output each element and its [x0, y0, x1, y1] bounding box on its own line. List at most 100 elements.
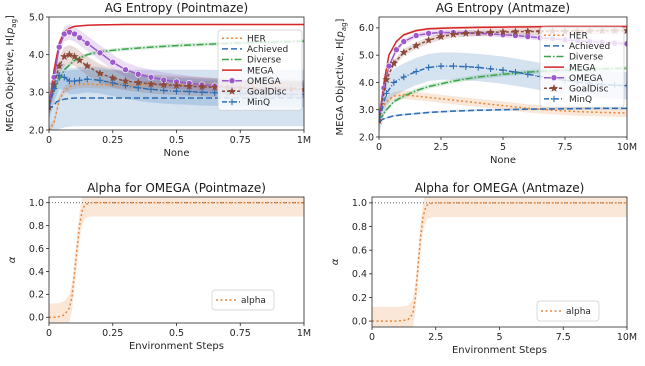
series-point-marker [147, 73, 155, 81]
x-tick-label: 1M [297, 135, 311, 146]
series-point-marker [65, 50, 74, 59]
x-axis-label: None [163, 148, 189, 159]
series-line-diverse [379, 67, 627, 122]
plot-frame [378, 16, 628, 138]
y-tick-label: 1.0 [29, 198, 44, 209]
y-tick-label: 0.8 [29, 221, 44, 232]
legend-box [536, 300, 600, 322]
series-line-alpha [49, 201, 304, 319]
series-point-marker [50, 80, 59, 89]
chart-panel-1: AG Entropy (Pointmaze) 0 0.25 0.5 0.75 1M 2.0 3… [5, 1, 311, 159]
series-point-marker [498, 27, 508, 36]
series-point-marker [393, 46, 400, 54]
y-tick-label: 1.0 [352, 198, 367, 209]
x-axis-label: Environment Steps [129, 341, 224, 352]
chart-panel-2: AG Entropy (Antmaze) 0 2.5 5 7.5 10M 2.0 3.0 4.0… [335, 1, 637, 166]
series-point-marker [56, 72, 63, 79]
y-tick-label: 0.4 [352, 269, 367, 280]
x-axis-label: Environment Steps [452, 345, 547, 356]
series-point-marker [425, 30, 432, 37]
series-point-marker [55, 61, 64, 70]
series-point-marker [135, 84, 142, 92]
series-point-marker [71, 30, 78, 38]
legend-label: MEGA [247, 66, 274, 76]
y-tick-label: 3.0 [29, 88, 44, 99]
series-point-marker [210, 83, 219, 91]
x-tick-label: 5 [500, 142, 506, 153]
series-point-marker [96, 77, 104, 84]
y-tick-label: 0.0 [352, 316, 367, 327]
y-tick-label: 0.8 [352, 222, 367, 233]
series-point-marker [185, 82, 194, 90]
series-point-marker [122, 66, 129, 74]
chart-title: Alpha for OMEGA (Antmaze) [415, 181, 585, 195]
legend-box [539, 26, 625, 108]
series-point-marker [449, 30, 458, 38]
series-point-marker [499, 66, 507, 74]
legend: alpha [536, 300, 600, 322]
series-point-marker [76, 34, 83, 42]
chart-title: AG Entropy (Pointmaze) [105, 1, 248, 15]
x-tick-label: 0.75 [230, 135, 251, 146]
series-point-marker [436, 32, 446, 41]
y-axis-label: MEGA Objective, H[pag] [335, 18, 348, 135]
plot-frame [48, 16, 305, 131]
plot-area [372, 197, 627, 327]
x-tick-label: 7.5 [557, 142, 572, 153]
series-point-marker [227, 87, 237, 95]
series-point-marker [228, 77, 236, 84]
x-tick-label: 1M [297, 328, 311, 339]
legend-label: GoalDisc [569, 85, 609, 95]
x-tick-label: 7.5 [556, 332, 571, 343]
legend-box [217, 29, 303, 111]
x-tick-label: 0.5 [169, 135, 184, 146]
legend-label: OMEGA [569, 74, 604, 84]
series-point-marker [228, 98, 236, 106]
series-point-marker [95, 69, 105, 77]
series-point-marker [134, 70, 142, 78]
x-tick-label: 10M [617, 332, 637, 343]
y-tick-label: 2.0 [359, 132, 374, 143]
series-point-marker [159, 80, 168, 89]
x-tick-label: 10M [617, 142, 637, 153]
series-band-achieved [379, 107, 627, 122]
legend-label: MinQ [569, 95, 592, 105]
legend-label: alpha [566, 307, 591, 317]
series-point-marker [475, 64, 482, 71]
series-point-marker [487, 65, 494, 73]
x-tick-label: 0.75 [230, 328, 251, 339]
series-point-marker [399, 48, 408, 56]
y-tick-label: 0.0 [29, 313, 44, 324]
y-axis-label: α [7, 256, 18, 263]
chart-panel-4: Alpha for OMEGA (Antmaze) 0 2.5 5 7.5 10M 0.0 0… [330, 181, 637, 356]
legend-label: HER [569, 32, 588, 42]
series-band-alpha [372, 197, 627, 327]
series-line-minq [379, 65, 627, 121]
y-tick-label: 0.4 [29, 267, 44, 278]
series-point-marker [389, 59, 398, 67]
series-point-marker [623, 82, 627, 89]
series-point-marker [379, 117, 383, 124]
legend-label: HER [247, 35, 266, 45]
x-tick-label: 0 [376, 142, 382, 153]
y-tick-label: 2.0 [29, 125, 44, 136]
series-point-marker [550, 95, 558, 103]
series-point-marker [474, 28, 483, 37]
chart-panel-3: Alpha for OMEGA (Pointmaze) 0 0.25 0.5 0.75 1… [7, 181, 311, 352]
y-tick-label: 4.0 [359, 78, 374, 89]
series-point-marker [385, 62, 393, 70]
series-point-marker [550, 74, 558, 81]
series-line-mega [379, 25, 627, 121]
y-axis-label: α [330, 258, 341, 265]
y-axis-label: MEGA Objective, H[pag] [5, 15, 18, 132]
legend-label: Diverse [569, 53, 604, 63]
y-tick-label: 4.0 [29, 50, 44, 61]
series-point-marker [462, 63, 469, 70]
series-line-alpha [372, 202, 627, 322]
series-point-marker [50, 73, 58, 81]
series-point-marker [49, 104, 53, 111]
series-point-marker [382, 75, 391, 84]
series-point-marker [524, 71, 531, 78]
